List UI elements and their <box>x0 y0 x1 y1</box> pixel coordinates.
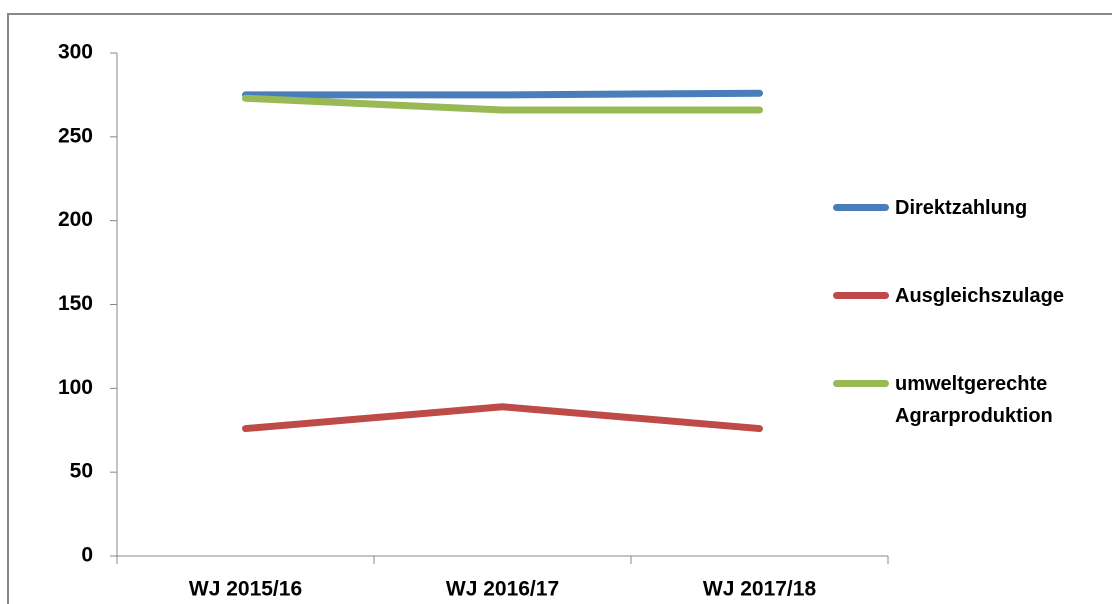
y-tick-label: 250 <box>58 124 93 147</box>
line <box>242 89 763 99</box>
line <box>242 94 763 114</box>
legend: Direktzahlung Ausgleichszulage umweltgerec… <box>833 192 1103 456</box>
x-tick-label: WJ 2016/17 <box>446 578 559 601</box>
y-tick-label: 50 <box>70 460 93 483</box>
legend-item: umweltgerechte Agrarproduktion <box>833 368 1103 456</box>
legend-item: Direktzahlung <box>833 192 1103 280</box>
y-tick-label: 150 <box>58 292 93 315</box>
legend-swatch <box>833 380 889 387</box>
x-tick-label: WJ 2017/18 <box>703 578 817 601</box>
legend-label: umweltgerechte Agrarproduktion <box>895 373 1053 427</box>
legend-swatch <box>833 204 889 211</box>
y-tick-label: 100 <box>58 376 93 399</box>
y-tick-label: 0 <box>81 544 93 567</box>
legend-item: Ausgleichszulage <box>833 280 1103 368</box>
legend-label: Ausgleichszulage <box>895 285 1064 307</box>
frame <box>7 13 1112 604</box>
y-tick-label: 300 <box>58 41 93 64</box>
y-tick-label: 200 <box>58 208 93 231</box>
legend-swatch <box>833 292 889 299</box>
x-tick-label: WJ 2015/16 <box>189 578 302 601</box>
line <box>242 403 763 433</box>
legend-label: Direktzahlung <box>895 197 1028 219</box>
